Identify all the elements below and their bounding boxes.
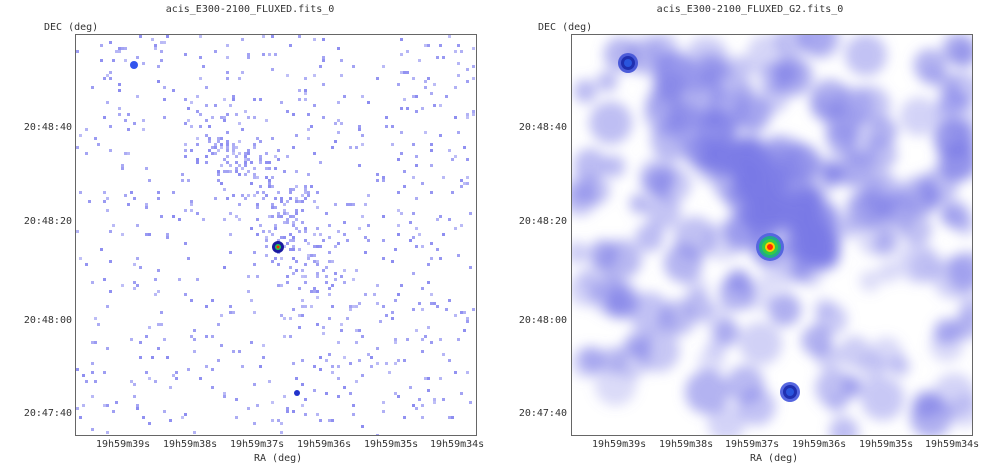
y-tick-label: 20:48:00: [2, 315, 72, 326]
x-tick-label: 19h59m39s: [592, 439, 646, 450]
x-tick-label: 19h59m36s: [297, 439, 351, 450]
y-tick-label: 20:48:20: [2, 216, 72, 227]
y-axis-label: DEC (deg): [44, 22, 98, 33]
x-tick-label: 19h59m38s: [163, 439, 217, 450]
y-tick-label: 20:48:20: [497, 216, 567, 227]
x-axis-label: RA (deg): [254, 453, 302, 464]
x-tick-label: 19h59m38s: [659, 439, 713, 450]
y-tick-label: 20:47:40: [2, 408, 72, 419]
x-tick-label: 19h59m37s: [230, 439, 284, 450]
x-tick-label: 19h59m35s: [364, 439, 418, 450]
y-tick-label: 20:48:40: [497, 122, 567, 133]
smoothed-image: [572, 35, 972, 435]
y-tick-label: 20:48:40: [2, 122, 72, 133]
y-axis-label: DEC (deg): [538, 22, 592, 33]
image-canvas[interactable]: [571, 34, 973, 436]
right-image-panel: acis_E300-2100_FLUXED_G2.fits_0 DEC (deg…: [500, 0, 1000, 472]
x-tick-label: 19h59m37s: [725, 439, 779, 450]
left-image-panel: acis_E300-2100_FLUXED.fits_0 DEC (deg) 2…: [0, 0, 500, 472]
x-tick-label: 19h59m34s: [925, 439, 979, 450]
x-tick-label: 19h59m35s: [859, 439, 913, 450]
y-tick-label: 20:47:40: [497, 408, 567, 419]
x-tick-label: 19h59m39s: [96, 439, 150, 450]
panel-title: acis_E300-2100_FLUXED_G2.fits_0: [500, 4, 1000, 15]
x-axis-label: RA (deg): [750, 453, 798, 464]
panel-title: acis_E300-2100_FLUXED.fits_0: [0, 4, 500, 15]
x-tick-label: 19h59m36s: [792, 439, 846, 450]
image-canvas[interactable]: [75, 34, 477, 436]
y-tick-label: 20:48:00: [497, 315, 567, 326]
counts-image: [76, 35, 476, 435]
x-tick-label: 19h59m34s: [430, 439, 484, 450]
